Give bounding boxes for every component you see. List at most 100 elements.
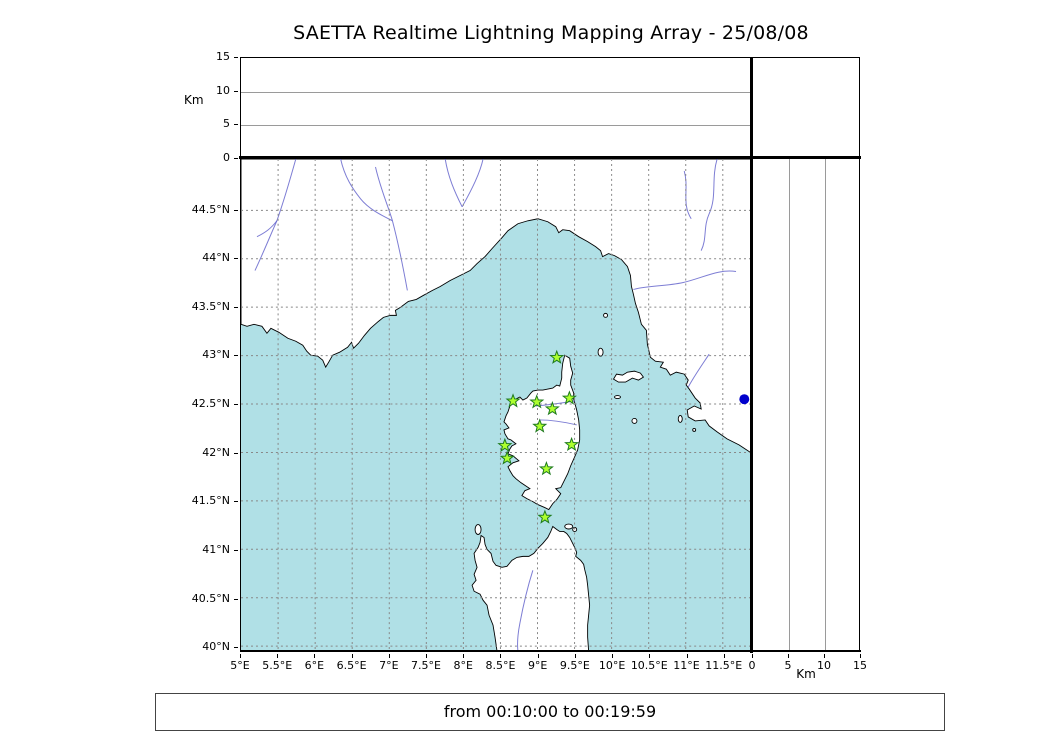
island-capraia	[597, 347, 604, 357]
gridlines	[241, 159, 751, 651]
island-pianosa	[614, 395, 621, 399]
tick-mark	[234, 598, 238, 600]
tick-mark	[500, 654, 502, 658]
station-marker	[529, 394, 545, 409]
lon-tick-label: 9°E	[527, 659, 548, 672]
lat-altitude-panel	[752, 158, 860, 652]
detection-dot	[739, 394, 750, 405]
altitude-histogram-panel	[752, 57, 860, 158]
altitude-unit-label-bottom: Km	[796, 667, 816, 681]
axis-frame-line-horizontal	[239, 156, 861, 159]
river	[461, 159, 484, 208]
altitude-gridline	[825, 159, 826, 651]
tick-mark	[574, 654, 576, 658]
tick-mark	[649, 654, 651, 658]
station-marker	[499, 450, 515, 465]
station-marker	[497, 437, 513, 453]
altitude-tick-label: 0	[223, 151, 230, 164]
tick-mark	[463, 654, 465, 658]
tick-mark	[752, 654, 753, 658]
island-giannutri	[692, 427, 697, 432]
river	[444, 159, 463, 208]
island-elba	[612, 370, 645, 383]
lat-tick-label: 43.5°N	[191, 299, 230, 313]
time-range-text: from 00:10:00 to 00:19:59	[443, 702, 657, 721]
tick-mark	[234, 258, 238, 260]
lon-tick-label: 9.5°E	[559, 659, 590, 672]
island-gorgona	[603, 312, 608, 318]
altitude-tick-label: 5	[784, 659, 792, 672]
lon-altitude-panel	[240, 57, 752, 158]
lon-tick-label: 8°E	[453, 659, 473, 672]
river	[517, 570, 534, 651]
lat-tick-label: 41.5°N	[191, 494, 230, 508]
page-title: SAETTA Realtime Lightning Mapping Array …	[293, 22, 809, 44]
lon-tick-label: 7.5°E	[411, 659, 441, 672]
tick-mark	[686, 654, 688, 658]
tick-mark	[234, 306, 238, 308]
altitude-unit-label-left: Km	[184, 93, 204, 107]
tick-mark	[612, 654, 614, 658]
station-marker	[538, 461, 554, 476]
lat-tick-label: 42°N	[202, 445, 230, 459]
tick-mark	[234, 404, 238, 406]
river	[700, 159, 718, 251]
altitude-tick-label: 5	[223, 117, 230, 131]
lat-tick-label: 42.5°N	[191, 397, 230, 411]
island-montecristo	[631, 417, 638, 424]
lon-tick-label: 5°E	[230, 659, 250, 672]
lat-tick-label: 44°N	[202, 251, 230, 265]
altitude-gridline	[241, 91, 751, 93]
lon-tick-label: 11.5°E	[705, 659, 743, 672]
tick-mark	[537, 654, 539, 658]
tick-mark	[234, 209, 238, 211]
tick-mark	[240, 654, 241, 658]
axis-frame-line-bottom	[240, 650, 861, 652]
tick-mark	[351, 654, 353, 658]
tick-mark	[234, 501, 238, 503]
island-giglio	[677, 415, 683, 423]
river	[633, 270, 737, 290]
altitude-tick-label: 15	[853, 659, 867, 672]
lon-tick-label: 10.5°E	[630, 659, 668, 672]
altitude-gridline	[241, 125, 751, 127]
altitude-tick-label: 0	[748, 659, 756, 672]
island-corsica	[503, 354, 581, 511]
tick-mark	[788, 654, 789, 658]
time-range-footer: from 00:10:00 to 00:19:59	[155, 693, 945, 731]
river	[256, 220, 278, 238]
lon-tick-label: 5.5°E	[262, 659, 293, 672]
station-marker	[505, 393, 521, 408]
station-marker	[561, 390, 577, 405]
altitude-tick-label: 10	[817, 659, 831, 672]
tick-mark	[234, 549, 238, 551]
station-marker	[549, 349, 565, 364]
map-canvas	[241, 159, 751, 651]
lat-tick-label: 40°N	[202, 640, 230, 654]
river	[687, 353, 710, 388]
lon-tick-label: 11°E	[673, 659, 700, 672]
lon-tick-label: 10°E	[598, 659, 626, 672]
lat-tick-label: 40.5°N	[191, 591, 230, 605]
lon-tick-label: 6°E	[304, 659, 325, 672]
lat-tick-label: 41°N	[202, 542, 230, 556]
tick-mark	[723, 654, 725, 658]
lat-tick-label: 43°N	[202, 348, 230, 362]
map-panel	[240, 158, 752, 652]
tick-mark	[426, 654, 428, 658]
lon-tick-label: 8.5°E	[485, 659, 516, 672]
altitude-tick-label: 10	[216, 83, 230, 97]
tick-mark	[234, 647, 238, 649]
lon-tick-label: 7°E	[379, 659, 399, 672]
lat-tick-label: 44.5°N	[191, 202, 230, 216]
tick-mark	[234, 124, 238, 126]
island-maddalena	[564, 523, 574, 530]
station-marker	[544, 400, 560, 416]
tick-mark	[234, 90, 238, 92]
station-marker	[532, 418, 548, 433]
river	[340, 159, 393, 222]
island-sardinia	[471, 525, 591, 651]
tick-mark	[234, 452, 238, 454]
tick-mark	[314, 654, 316, 658]
